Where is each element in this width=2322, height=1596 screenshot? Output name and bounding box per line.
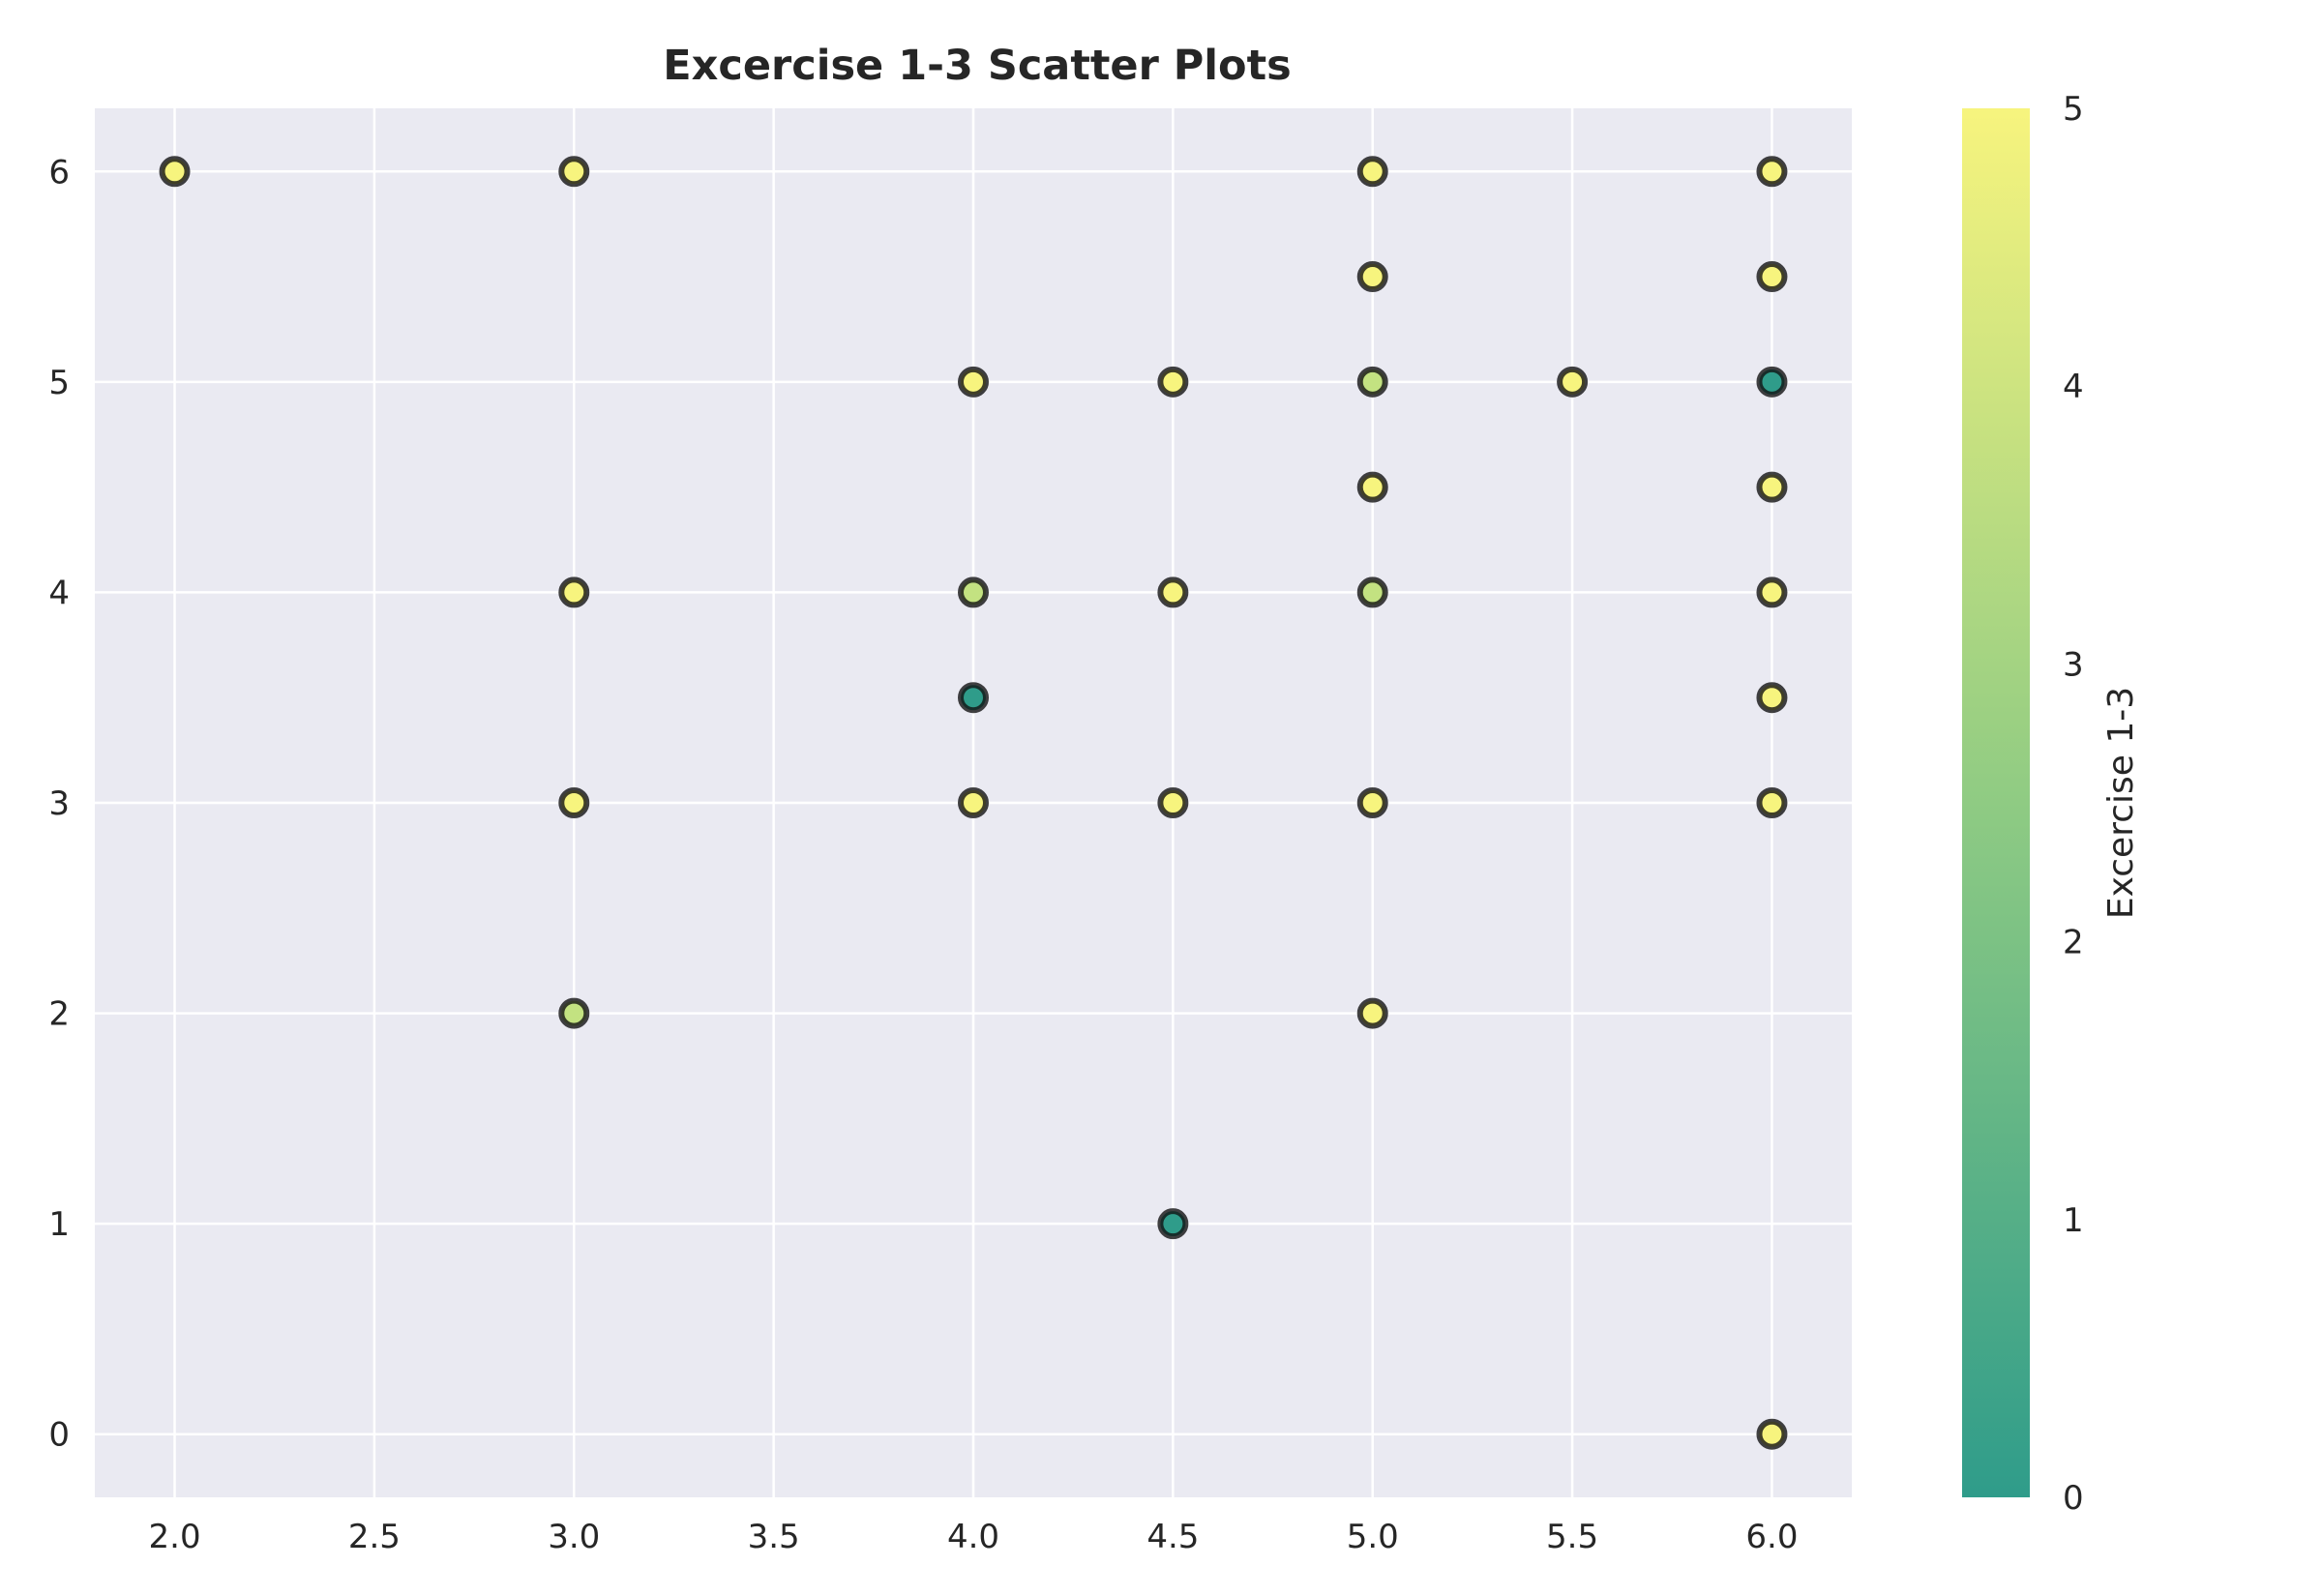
colorbar-tick-label: 5 xyxy=(2063,90,2084,129)
x-tick-label: 5.0 xyxy=(1347,1518,1399,1556)
x-tick-label: 2.5 xyxy=(348,1518,401,1556)
scatter-point xyxy=(558,787,590,818)
scatter-point xyxy=(1756,576,1788,608)
colorbar: 0 1 2 3 4 5 Excercise 1-3 xyxy=(1962,90,2141,1518)
x-tick-label: 3.5 xyxy=(748,1518,800,1556)
scatter-point xyxy=(1356,156,1388,188)
scatter-point xyxy=(1756,261,1788,293)
x-tick-label: 5.5 xyxy=(1546,1518,1598,1556)
scatter-point xyxy=(958,682,989,714)
colorbar-tick-label: 3 xyxy=(2063,645,2084,684)
scatter-point xyxy=(1157,1208,1189,1240)
scatter-point xyxy=(1756,1418,1788,1450)
y-tick-label: 6 xyxy=(48,153,70,192)
colorbar-gradient xyxy=(1962,108,2030,1497)
scatter-point xyxy=(1557,366,1589,398)
x-tick-label: 4.5 xyxy=(1146,1518,1199,1556)
x-tick-label: 3.0 xyxy=(548,1518,600,1556)
scatter-point xyxy=(1356,366,1388,398)
chart-title: Excercise 1-3 Scatter Plots xyxy=(663,42,1291,90)
x-tick-label: 4.0 xyxy=(947,1518,999,1556)
y-tick-label: 1 xyxy=(48,1205,70,1244)
scatter-point xyxy=(1157,576,1189,608)
plot-area: 2.0 2.5 3.0 3.5 4.0 4.5 5.0 5.5 6.0 0 1 2 3 4 5 6 xyxy=(48,108,1852,1556)
colorbar-tick-label: 4 xyxy=(2063,368,2084,406)
scatter-point xyxy=(1356,997,1388,1029)
scatter-point xyxy=(1756,366,1788,398)
scatter-point xyxy=(558,576,590,608)
scatter-point xyxy=(958,787,989,818)
scatter-point xyxy=(1756,787,1788,818)
scatter-point xyxy=(1356,471,1388,503)
scatter-point xyxy=(1356,787,1388,818)
colorbar-tick-label: 1 xyxy=(2063,1201,2084,1240)
scatter-point xyxy=(958,576,989,608)
y-tick-label: 3 xyxy=(48,784,70,823)
scatter-point xyxy=(1756,156,1788,188)
y-tick-label: 5 xyxy=(48,364,70,402)
scatter-point xyxy=(558,156,590,188)
scatter-point xyxy=(558,997,590,1029)
colorbar-label: Excercise 1-3 xyxy=(2101,687,2141,919)
scatter-point xyxy=(1756,682,1788,714)
y-tick-label: 0 xyxy=(48,1416,70,1455)
colorbar-tick-label: 2 xyxy=(2063,924,2084,962)
y-tick-label: 2 xyxy=(48,995,70,1034)
x-tick-label: 6.0 xyxy=(1745,1518,1798,1556)
scatter-points xyxy=(159,156,1788,1450)
x-tick-label: 2.0 xyxy=(149,1518,201,1556)
scatter-point xyxy=(159,156,191,188)
scatter-point xyxy=(1356,576,1388,608)
scatter-point xyxy=(958,366,989,398)
scatter-point xyxy=(1756,471,1788,503)
scatter-point xyxy=(1157,787,1189,818)
scatter-point xyxy=(1356,261,1388,293)
y-tick-label: 4 xyxy=(48,574,70,612)
scatter-point xyxy=(1157,366,1189,398)
colorbar-tick-label: 0 xyxy=(2063,1479,2084,1518)
